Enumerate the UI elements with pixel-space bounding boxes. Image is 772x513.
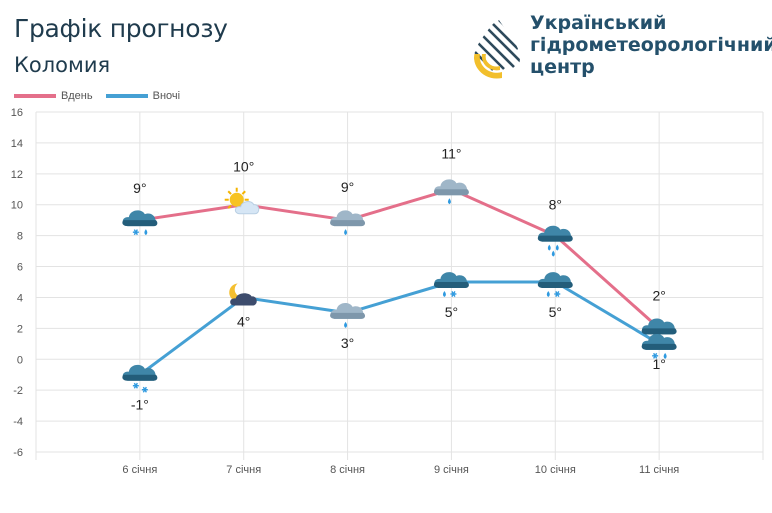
org-name-line: гідрометеорологічний: [530, 34, 772, 56]
cloud-snow-rain-icon: [641, 333, 677, 359]
x-tick-label: 11 січня: [639, 464, 679, 476]
cloud-rain-snow-icon: [537, 272, 573, 297]
cloud-heavy-rain-icon: [537, 225, 573, 257]
y-tick-label: -4: [13, 416, 23, 428]
legend-swatch-day: [14, 94, 56, 98]
x-tick-label: 9 січня: [434, 464, 469, 476]
sun-part: [224, 187, 249, 212]
data-label: 8°: [549, 197, 562, 213]
flake-arm: [555, 291, 560, 297]
snowflake: [141, 386, 148, 393]
cloud-shadow: [122, 220, 158, 227]
y-tick-label: 6: [17, 262, 23, 274]
y-tick-label: -6: [13, 447, 23, 459]
y-tick-label: 4: [17, 292, 23, 304]
cloud-shadow: [641, 328, 677, 335]
raindrop: [344, 229, 348, 236]
cloud-rain-icon: [433, 179, 469, 205]
y-tick-label: 14: [11, 138, 23, 150]
org-name-line: Український: [530, 12, 667, 34]
data-label: 9°: [133, 180, 146, 196]
sun-ray: [227, 204, 232, 209]
legend-item-day[interactable]: Вдень: [14, 90, 93, 102]
flake-arm: [653, 352, 658, 359]
cloud-shadow: [537, 282, 573, 288]
raindrop: [442, 291, 446, 297]
data-label: 5°: [445, 304, 458, 320]
cloud-shadow: [433, 282, 469, 288]
legend-swatch-night: [105, 94, 148, 98]
organization-name: Український гідрометеорологічний центр: [530, 12, 772, 78]
snowflake: [554, 291, 561, 297]
x-tick-label: 8 січня: [330, 464, 365, 476]
data-label: -1°: [131, 397, 149, 413]
y-tick-label: 2: [17, 323, 23, 335]
y-tick-label: -2: [13, 385, 23, 397]
cloud-snow-rain-icon: [122, 210, 158, 236]
location-name: Коломия: [14, 53, 111, 77]
legend-label-night: Вночі: [152, 90, 181, 102]
y-tick-label: 12: [11, 169, 23, 181]
cloud-rain-icon: [330, 303, 366, 328]
cloud-shadow: [330, 220, 366, 227]
snowflake: [652, 352, 659, 359]
cloud-snow-icon: [122, 364, 158, 393]
night-temperature-line: [138, 280, 660, 376]
flake-arm: [142, 386, 147, 393]
cloud-shadow: [330, 312, 366, 319]
day-temperature-line: [139, 187, 661, 330]
x-tick-label: 10 січня: [535, 464, 576, 476]
cloud-shadow: [122, 374, 158, 381]
raindrop: [555, 244, 559, 251]
raindrop: [144, 229, 148, 236]
chart-legend: Вдень Вночі: [14, 89, 190, 102]
data-label: 4°: [237, 313, 250, 329]
sun-cloud-icon: [224, 187, 260, 215]
page-title: Графік прогнозу: [14, 14, 228, 43]
sun-ray: [241, 190, 246, 195]
data-label: 9°: [341, 179, 354, 195]
raindrop: [551, 250, 555, 257]
raindrop: [447, 198, 451, 205]
flake-arm: [451, 291, 456, 297]
sun-disc: [229, 192, 244, 207]
raindrop: [344, 321, 348, 328]
snowflake: [132, 229, 139, 236]
flake-arm: [133, 229, 138, 236]
x-tick-label: 6 січня: [122, 464, 157, 476]
raindrop: [663, 352, 667, 359]
data-label: 3°: [341, 335, 354, 351]
cloud-rain-icon: [330, 210, 366, 236]
raindrop: [546, 291, 550, 297]
y-tick-label: 8: [17, 231, 23, 243]
moon-cloud-icon: [229, 283, 257, 306]
snowflake: [450, 291, 457, 297]
cloud-shape: [234, 201, 260, 215]
data-label: 1°: [652, 356, 665, 372]
org-name-line: центр: [530, 56, 595, 78]
flake-arm: [133, 382, 138, 389]
sun-ray: [227, 190, 232, 195]
cloud-shadow: [433, 189, 469, 196]
cloud-shape: [230, 293, 257, 306]
cloud-shadow: [641, 343, 677, 350]
data-label: 2°: [652, 287, 665, 303]
legend-label-day: Вдень: [61, 90, 93, 102]
moon-shape: [229, 283, 247, 302]
data-label: 11°: [441, 145, 461, 161]
x-tick-label: 7 січня: [226, 464, 261, 476]
data-label: 5°: [549, 304, 562, 320]
snowflake: [132, 382, 139, 389]
legend-item-night[interactable]: Вночі: [105, 90, 181, 102]
ugmc-logo: [474, 17, 520, 79]
y-tick-label: 16: [11, 107, 23, 119]
cloud-shadow: [537, 235, 573, 242]
y-tick-label: 0: [17, 354, 23, 366]
data-label: 10°: [233, 159, 254, 175]
raindrop: [547, 244, 551, 251]
y-tick-label: 10: [11, 200, 23, 212]
cloud-rain-snow-icon: [433, 272, 469, 297]
